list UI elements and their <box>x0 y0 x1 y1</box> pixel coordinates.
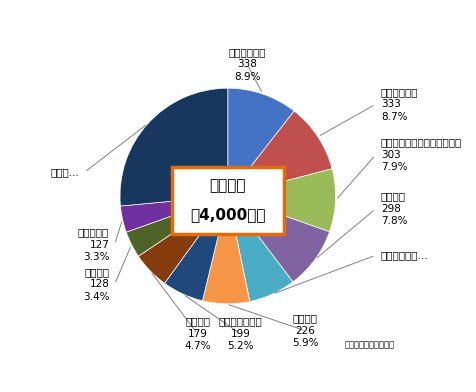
Wedge shape <box>202 196 249 304</box>
Text: シンジェンタ
338
8.9%: シンジェンタ 338 8.9% <box>228 47 266 82</box>
Wedge shape <box>228 169 335 232</box>
Text: その他...: その他... <box>50 167 79 177</box>
Wedge shape <box>228 111 331 196</box>
Wedge shape <box>138 196 228 283</box>
Text: 三井化学アグロ
199
5.2%: 三井化学アグロ 199 5.2% <box>218 317 262 351</box>
Text: 北興化学
226
5.9%: 北興化学 226 5.9% <box>292 313 318 348</box>
Text: バイエルクロップサイエンス
303
7.9%: バイエルクロップサイエンス 303 7.9% <box>380 138 461 172</box>
Text: 協友アグリ
127
3.3%: 協友アグリ 127 3.3% <box>78 227 109 262</box>
Text: クミアイ化学...: クミアイ化学... <box>380 250 427 260</box>
Text: 日本農薬
179
4.7%: 日本農薬 179 4.7% <box>184 317 210 351</box>
Wedge shape <box>228 196 292 301</box>
Wedge shape <box>164 196 228 301</box>
Wedge shape <box>120 196 228 232</box>
Text: 住友化学
298
7.8%: 住友化学 298 7.8% <box>380 192 407 226</box>
Text: 日産化学工業
333
8.7%: 日産化学工業 333 8.7% <box>380 87 417 122</box>
FancyBboxPatch shape <box>171 167 283 234</box>
Wedge shape <box>228 88 294 196</box>
Text: 市場規模: 市場規模 <box>209 178 246 193</box>
Text: 約4,000億円: 約4,000億円 <box>189 207 265 222</box>
Text: 資料：農林水産省調べ: 資料：農林水産省調べ <box>344 340 394 349</box>
Wedge shape <box>120 88 228 206</box>
Wedge shape <box>228 196 329 282</box>
Text: 日本曹達
128
3.4%: 日本曹達 128 3.4% <box>82 267 109 302</box>
Wedge shape <box>126 196 228 256</box>
